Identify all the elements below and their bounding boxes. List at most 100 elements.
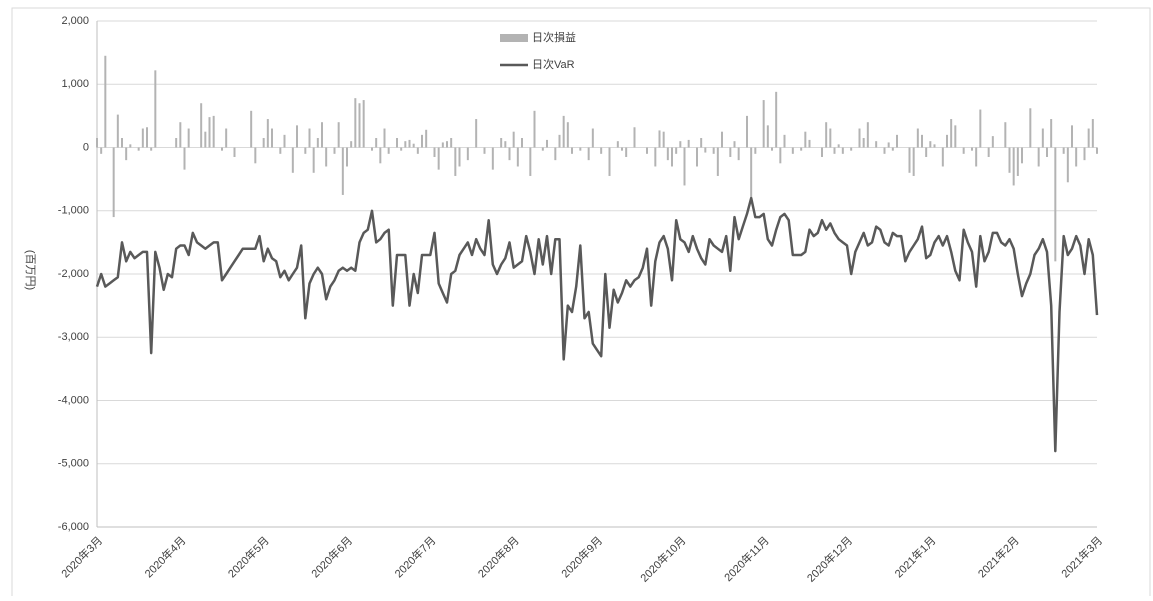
bar [129,144,132,148]
bar [866,122,869,148]
bar [1041,128,1044,148]
bar [1008,147,1011,173]
bar [266,119,269,148]
bar [516,147,519,167]
bar [271,128,273,148]
bar [1066,147,1069,183]
bar [987,147,990,157]
bar [375,138,378,148]
bar [1054,147,1057,262]
bar [833,147,836,154]
x-tick-label: 2020年10月 [637,533,688,584]
y-tick-label: 2,000 [61,15,89,27]
bar [1016,147,1019,176]
bar [887,142,890,148]
bar [829,128,832,148]
bar [687,139,690,148]
bar [729,147,732,157]
x-tick-label: 2020年3月 [58,533,105,580]
bar [891,147,894,151]
bar [929,141,932,148]
bar [716,147,719,176]
bar [775,91,778,148]
bar [558,134,561,148]
bar [475,119,478,148]
bar [533,110,536,148]
bar [437,147,440,170]
bar [421,134,423,148]
bar [529,147,532,176]
bar [358,103,361,148]
bar [658,130,661,148]
bar [562,115,565,148]
bar [379,147,382,164]
bar [491,147,494,170]
bar [175,138,178,148]
bar [1021,147,1023,164]
bar [262,138,265,148]
bar [233,147,236,157]
bar [346,147,348,167]
bar [1071,125,1073,148]
bar [350,141,353,148]
x-tick-label: 2021年3月 [1058,533,1105,580]
bar [250,110,253,148]
bar [466,147,469,161]
bar [800,147,803,151]
bar [587,147,590,161]
bar [508,147,511,161]
bar [754,147,757,154]
bar [225,128,228,148]
bar [333,147,336,154]
bar [208,117,211,148]
bar [841,147,844,154]
bar [283,134,286,148]
bar [883,147,886,154]
bar [566,122,569,148]
bar [896,134,898,148]
y-tick-label: -1,000 [58,205,89,217]
bar [521,138,523,148]
bar [779,147,782,164]
bar [1012,147,1015,186]
bar [750,147,753,202]
bar [141,128,144,148]
x-tick-label: 2020年9月 [558,533,605,580]
bar [808,139,811,148]
legend-label: 日次VaR [532,57,575,71]
bar [150,147,153,151]
y-tick-label: 0 [83,141,89,153]
bar [483,147,486,154]
bar [1075,147,1078,167]
bar [912,147,915,176]
x-tick-label: 2020年12月 [804,533,855,584]
bar [104,55,107,148]
x-tick-label: 2020年6月 [308,533,355,580]
bar [733,141,736,148]
bar [704,147,707,153]
bar [916,128,919,148]
bar [654,147,657,167]
bar [200,103,203,148]
bar [666,147,669,161]
bar [321,122,323,148]
x-tick-label: 2020年11月 [721,533,772,584]
bar [125,147,128,161]
bar [296,125,298,148]
bar [112,147,115,218]
bar [337,122,340,148]
bar [183,147,186,170]
bar [362,100,365,148]
bar [204,131,207,148]
bar [1096,147,1098,154]
bar [821,147,823,157]
bar [971,147,973,151]
bar [737,147,740,161]
y-tick-label: -3,000 [58,331,89,343]
bar [875,141,878,148]
bar [662,131,665,148]
bar [991,136,994,148]
bar [354,98,357,148]
bar [962,147,965,154]
bar [712,147,715,154]
